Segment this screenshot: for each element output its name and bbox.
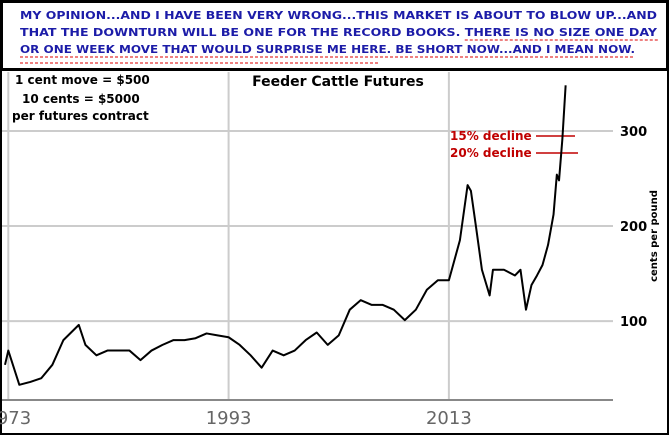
y-tick-label: 100	[620, 315, 647, 330]
banner-line: MY OPINION...AND I HAVE BEEN VERY WRONG.…	[20, 9, 657, 22]
banner-emphasis: OR ONE WEEK MOVE THAT WOULD SURPRISE ME …	[20, 43, 635, 56]
x-tick-label: 2013	[426, 408, 472, 429]
note: per futures contract	[12, 109, 149, 123]
chart-title: Feeder Cattle Futures	[252, 74, 424, 90]
annotation: 15% decline	[450, 129, 532, 143]
note: 10 cents = $5000	[22, 92, 140, 106]
x-tick-label: 1973	[0, 408, 31, 429]
banner-line: THAT THE DOWNTURN WILL BE ONE FOR THE RE…	[20, 26, 658, 39]
note: 1 cent move = $500	[15, 73, 150, 87]
y-tick-label: 300	[620, 125, 647, 140]
x-tick-label: 1993	[206, 408, 252, 429]
banner-text: THAT THE DOWNTURN WILL BE ONE FOR THE RE…	[20, 26, 460, 39]
banner-emphasis: THERE IS NO SIZE ONE DAY	[465, 26, 658, 39]
annotation: 20% decline	[450, 146, 532, 160]
y-tick-label: 200	[620, 220, 647, 235]
banner-box	[0, 0, 669, 71]
price-line	[4, 85, 567, 386]
y-axis-label: cents per pound	[649, 190, 660, 282]
